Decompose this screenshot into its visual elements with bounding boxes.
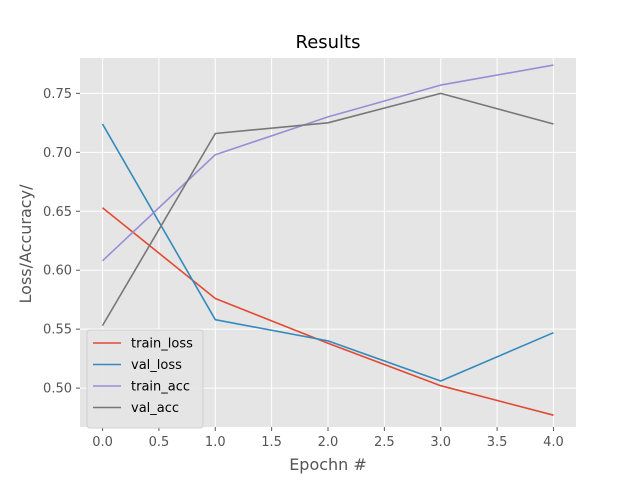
legend-label: val_acc: [131, 401, 179, 416]
x-tick-label: 3.5: [487, 435, 508, 450]
x-tick-label: 1.0: [205, 435, 226, 450]
legend-label: train_loss: [131, 337, 193, 352]
series-line-val-acc: [101, 92, 554, 327]
legend: train_loss val_loss train_acc val_acc: [86, 329, 204, 429]
series-lines: [101, 64, 554, 416]
y-tick-label: 0.55: [43, 323, 72, 338]
legend-label: val_loss: [131, 358, 182, 373]
x-tick-label: 3.0: [430, 435, 451, 450]
y-tick-label: 0.75: [43, 87, 72, 102]
x-tick-label: 1.5: [261, 435, 282, 450]
x-tick-label: 2.5: [374, 435, 395, 450]
series-line-train-acc: [101, 64, 554, 262]
x-tick-label: 0.5: [149, 435, 170, 450]
x-tick-label: 0.0: [92, 435, 113, 450]
x-tick-label: 2.0: [318, 435, 339, 450]
x-axis-title: Epochn #: [289, 455, 367, 474]
chart-title: Results: [296, 32, 361, 53]
y-tick-label: 0.65: [43, 205, 72, 220]
y-tick-label: 0.50: [43, 382, 72, 397]
grid-lines: [80, 58, 576, 427]
legend-label: train_acc: [131, 380, 190, 395]
axis-ticks: 0.0 0.5 1.0 1.5 2.0 2.5 3.0 3.5 4.0 0.50 0.55 0.60 0…: [43, 87, 564, 450]
y-axis-title: Loss/Accuracy/: [16, 184, 35, 304]
x-tick-label: 4.0: [543, 435, 564, 450]
y-tick-label: 0.60: [43, 264, 72, 279]
legend-box: [86, 329, 204, 429]
series-line-val-loss: [101, 123, 554, 382]
y-tick-label: 0.70: [43, 146, 72, 161]
series-line-train-loss: [101, 207, 554, 416]
